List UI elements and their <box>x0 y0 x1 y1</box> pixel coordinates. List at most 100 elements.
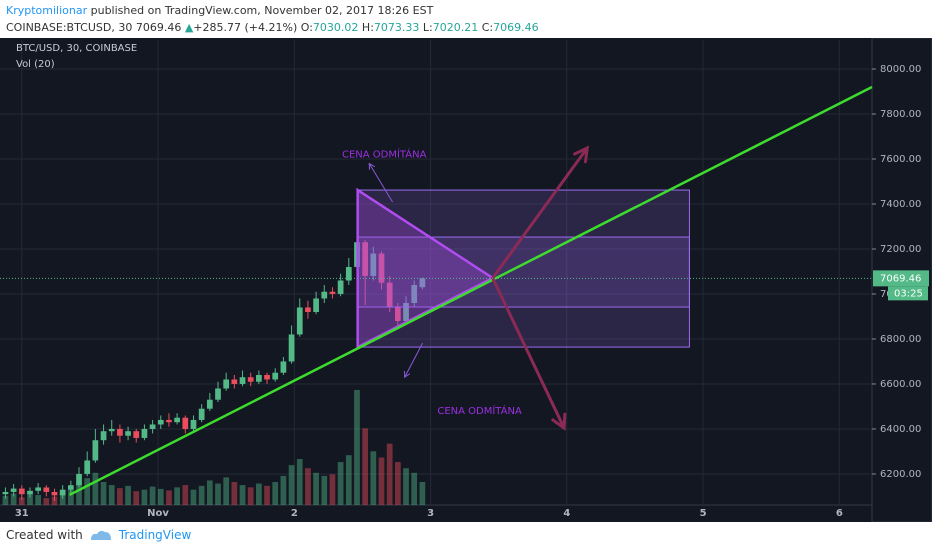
x-tick-label: 4 <box>563 508 570 519</box>
arrow: ▲ <box>184 21 194 34</box>
arrow <box>491 276 567 431</box>
candle-body <box>288 334 295 362</box>
volume-bar <box>354 390 360 505</box>
volume-bar <box>166 490 172 505</box>
candle-body <box>108 428 115 432</box>
candle-body <box>264 374 270 380</box>
change: +285.77 (+4.21%) <box>193 21 298 34</box>
volume-bar <box>2 495 9 505</box>
volume-bar <box>256 483 262 505</box>
volume-bar <box>35 495 42 505</box>
close: 7069.46 <box>493 21 539 34</box>
last-price-box <box>873 270 929 287</box>
volume-label: Vol (20) <box>16 59 55 70</box>
candle-body <box>215 388 221 400</box>
volume-bar <box>264 485 270 505</box>
volume-bar <box>272 482 279 505</box>
candle-body <box>157 419 164 425</box>
x-tick-label: 31 <box>15 508 29 519</box>
brand[interactable]: TradingView <box>118 528 192 542</box>
volume-bar <box>18 497 25 505</box>
annotation: CENA ODMÍTÁNA <box>342 148 427 161</box>
volume-bar <box>296 459 303 505</box>
candle-body <box>370 253 377 276</box>
volume-bar <box>411 472 418 505</box>
y-tick-label: 6600.00 <box>880 379 921 390</box>
arrow <box>368 162 393 203</box>
candle-body <box>231 379 238 384</box>
high: 7073.33 <box>373 21 420 34</box>
volume-bar <box>321 475 328 505</box>
header-line: Kryptomilionar published on TradingView.… <box>6 2 539 19</box>
created: Created with <box>6 528 83 542</box>
y-tick-label: 7400.00 <box>880 199 921 210</box>
last: 7069.46 <box>135 21 182 34</box>
candle-body <box>419 278 426 288</box>
volume-bar <box>43 498 50 505</box>
volume-bar <box>329 474 336 505</box>
volume-bar <box>231 482 238 505</box>
o-label: O: <box>300 21 313 34</box>
author[interactable]: Kryptomilionar <box>6 4 88 17</box>
candle-body <box>117 428 123 436</box>
candle-body <box>313 298 319 312</box>
countdown: 03:25 <box>894 288 923 299</box>
symbol: COINBASE:BTCUSD, 30 <box>6 21 133 34</box>
candle-body <box>100 431 107 441</box>
arrow <box>491 145 590 280</box>
volume-bar <box>386 443 393 505</box>
volume-bar <box>125 485 131 505</box>
volume-bar <box>247 487 254 505</box>
y-tick-label: 6400.00 <box>880 424 921 435</box>
candle-body <box>403 302 409 321</box>
x-tick-label: 2 <box>291 508 298 519</box>
candle-body <box>223 379 230 389</box>
y-tick-label: 6200.00 <box>880 469 921 480</box>
candle-body <box>174 417 180 423</box>
candle-body <box>198 408 205 420</box>
candle-body <box>51 491 58 496</box>
volume-bar <box>198 485 205 505</box>
volume-bar <box>100 482 107 505</box>
candle-body <box>76 473 82 486</box>
volume-bar <box>190 489 197 505</box>
candle-body <box>239 377 246 384</box>
volume-bar <box>223 477 230 505</box>
volume-bar <box>394 462 401 505</box>
candle-body <box>256 374 262 382</box>
volume-bar <box>108 485 115 505</box>
published: published on TradingView.com, November 0… <box>90 4 434 17</box>
candle-body <box>345 266 352 281</box>
volume-bar <box>133 491 140 505</box>
low: 7020.21 <box>432 21 479 34</box>
candle-body <box>59 489 66 496</box>
candle-body <box>206 399 213 409</box>
candle-body <box>84 460 91 474</box>
c-label: C: <box>481 21 494 34</box>
volume-bar <box>305 468 311 505</box>
x-tick-label: Nov <box>147 508 169 519</box>
candle-body <box>27 490 33 495</box>
volume-bar <box>239 485 246 505</box>
candle-body <box>362 242 369 276</box>
volume-bar <box>174 487 180 505</box>
volume-bar <box>67 489 74 505</box>
volume-bar <box>419 482 426 505</box>
h-label: H: <box>361 21 374 34</box>
arrow <box>404 342 423 379</box>
candle-body <box>166 419 172 423</box>
volume-bar <box>182 485 189 505</box>
candle-body <box>2 491 9 495</box>
y-tick-label: 8000.00 <box>880 64 921 75</box>
l-label: L: <box>422 21 433 34</box>
candle-body <box>67 485 74 490</box>
candle-body <box>43 487 50 492</box>
candle-body <box>182 417 189 429</box>
header: Kryptomilionar published on TradingView.… <box>6 2 539 36</box>
candle-body <box>394 307 401 321</box>
trendline <box>68 85 873 496</box>
last-price-label: 7069.46 <box>880 273 921 284</box>
candle-body <box>378 253 385 283</box>
volume-bar <box>27 491 33 505</box>
